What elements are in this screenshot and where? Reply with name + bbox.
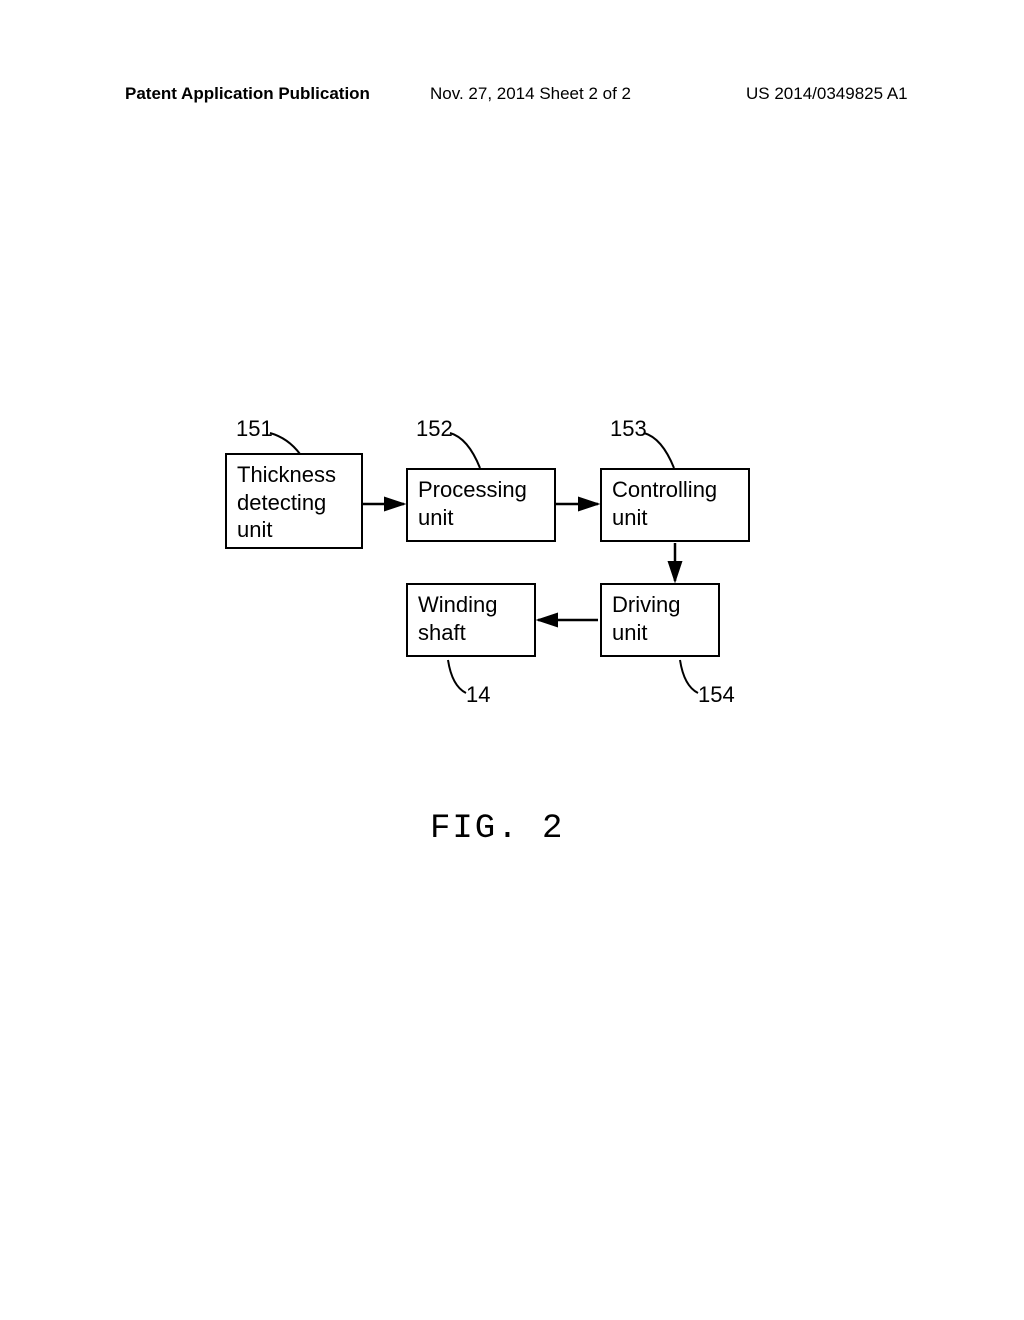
figure-caption: FIG. 2 xyxy=(430,810,564,848)
block-controlling-unit: Controlling unit xyxy=(600,468,750,542)
block-processing-unit: Processing unit xyxy=(406,468,556,542)
leader-151 xyxy=(270,433,300,454)
ref-152: 152 xyxy=(416,416,453,442)
block-winding-shaft: Winding shaft xyxy=(406,583,536,657)
block-text-line: unit xyxy=(418,505,453,530)
block-text-line: unit xyxy=(612,620,647,645)
ref-154: 154 xyxy=(698,682,735,708)
leader-154 xyxy=(680,660,698,693)
ref-151: 151 xyxy=(236,416,273,442)
block-thickness-detecting-unit: Thickness detecting unit xyxy=(225,453,363,549)
leader-152 xyxy=(450,433,480,468)
block-text-line: Winding xyxy=(418,592,497,617)
block-diagram: 151 152 153 14 154 Thickness detecting u… xyxy=(0,0,1024,1320)
block-text-line: detecting xyxy=(237,490,326,515)
block-text-line: unit xyxy=(237,517,272,542)
block-text-line: unit xyxy=(612,505,647,530)
ref-14: 14 xyxy=(466,682,490,708)
leader-14 xyxy=(448,660,466,693)
arrows-overlay xyxy=(0,0,1024,1320)
block-text-line: Driving xyxy=(612,592,680,617)
leader-153 xyxy=(644,433,674,468)
ref-153: 153 xyxy=(610,416,647,442)
block-driving-unit: Driving unit xyxy=(600,583,720,657)
block-text-line: Thickness xyxy=(237,462,336,487)
block-text-line: Processing xyxy=(418,477,527,502)
block-text-line: shaft xyxy=(418,620,466,645)
block-text-line: Controlling xyxy=(612,477,717,502)
